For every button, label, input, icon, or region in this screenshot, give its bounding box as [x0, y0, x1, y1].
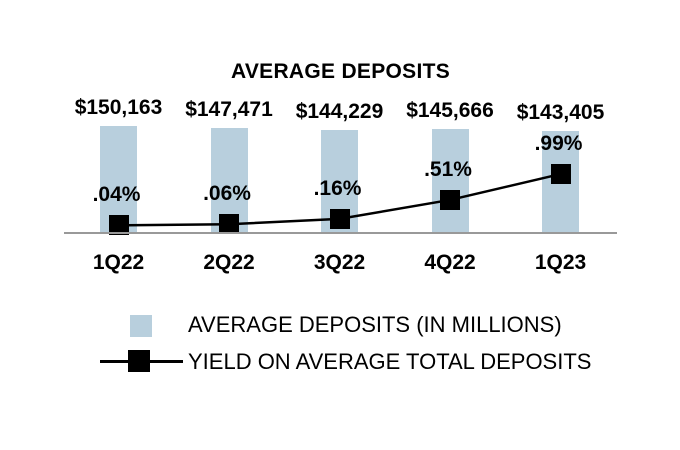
legend-bar-label: AVERAGE DEPOSITS (IN MILLIONS) — [188, 312, 562, 337]
legend-line-sample-icon — [100, 350, 183, 372]
yield-marker-1Q22 — [108, 215, 129, 236]
yield-marker-1Q23 — [550, 164, 571, 185]
yield-marker-2Q22 — [219, 214, 239, 235]
legend-line-label: YIELD ON AVERAGE TOTAL DEPOSITS — [188, 349, 592, 374]
yield-value-label: .06% — [203, 182, 251, 206]
deposit-value-label: $144,229 — [295, 100, 384, 124]
chart-title: AVERAGE DEPOSITS — [230, 60, 451, 83]
yield-marker-3Q22 — [329, 208, 350, 229]
category-label-2Q22: 2Q22 — [203, 251, 255, 274]
deposit-value-label: $145,666 — [406, 99, 494, 123]
yield-value-label: .99% — [534, 132, 583, 156]
category-label-3Q22: 3Q22 — [313, 251, 366, 274]
legend-square-marker-icon — [128, 350, 150, 372]
deposit-value-label: $150,163 — [74, 96, 163, 119]
deposit-value-label: $147,471 — [185, 97, 273, 121]
category-label-4Q22: 4Q22 — [424, 251, 476, 274]
yield-value-label: .16% — [313, 176, 362, 200]
yield-value-label: .51% — [424, 157, 472, 181]
deposit-value-label: $143,405 — [516, 100, 605, 124]
deposit-bar-4Q22 — [431, 129, 469, 233]
x-axis-line — [64, 232, 617, 234]
category-label-1Q23: 1Q23 — [534, 251, 587, 274]
legend-bar-swatch-icon — [130, 315, 152, 337]
yield-value-label: .04% — [92, 183, 141, 207]
yield-marker-4Q22 — [440, 189, 460, 210]
category-label-1Q22: 1Q22 — [92, 251, 145, 274]
